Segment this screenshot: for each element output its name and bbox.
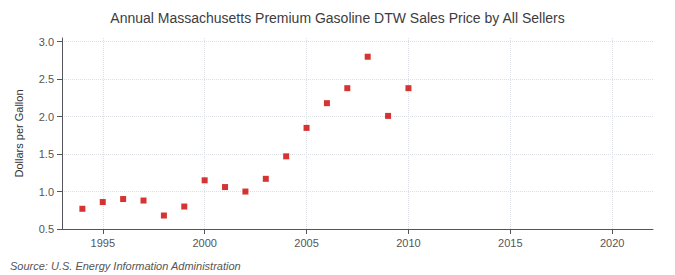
svg-text:Source: U.S. Energy Informatio: Source: U.S. Energy Information Administ… xyxy=(10,260,241,272)
svg-text:1995: 1995 xyxy=(91,237,115,249)
svg-text:2000: 2000 xyxy=(192,237,216,249)
svg-text:2020: 2020 xyxy=(600,237,624,249)
svg-text:2005: 2005 xyxy=(294,237,318,249)
svg-text:2010: 2010 xyxy=(396,237,420,249)
svg-text:Annual Massachusetts Premium G: Annual Massachusetts Premium Gasoline DT… xyxy=(110,10,564,26)
svg-text:1.5: 1.5 xyxy=(39,148,54,160)
svg-text:0.5: 0.5 xyxy=(39,223,54,235)
svg-text:2.5: 2.5 xyxy=(39,73,54,85)
svg-text:1.0: 1.0 xyxy=(39,186,54,198)
svg-text:2015: 2015 xyxy=(498,237,522,249)
svg-text:Dollars per Gallon: Dollars per Gallon xyxy=(13,89,25,177)
svg-text:2.0: 2.0 xyxy=(39,111,54,123)
svg-text:3.0: 3.0 xyxy=(39,36,54,48)
